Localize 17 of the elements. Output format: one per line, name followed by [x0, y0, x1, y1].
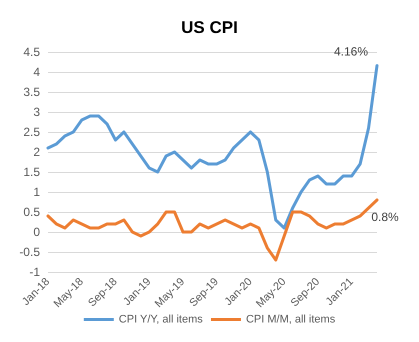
y-tick-label: 4.5: [23, 45, 40, 59]
y-tick-label: -0.5: [19, 245, 40, 259]
y-tick-label: 1.5: [23, 165, 40, 179]
y-tick-label: 0.5: [23, 205, 40, 219]
legend-label: CPI M/M, all items: [246, 314, 336, 326]
y-tick-label: 3.5: [23, 85, 40, 99]
y-tick-label: 0: [33, 225, 40, 239]
y-tick-label: 4: [33, 65, 40, 79]
chart-title: US CPI: [181, 18, 238, 37]
y-tick-label: 3: [33, 105, 40, 119]
legend-label: CPI Y/Y, all items: [118, 314, 204, 326]
y-tick-label: 2: [33, 145, 40, 159]
y-tick-label: 1: [33, 185, 40, 199]
data-label: 0.8%: [371, 210, 399, 224]
y-tick-label: -1: [29, 265, 40, 279]
y-tick-label: 2.5: [23, 125, 40, 139]
data-label: 4.16%: [334, 44, 368, 59]
